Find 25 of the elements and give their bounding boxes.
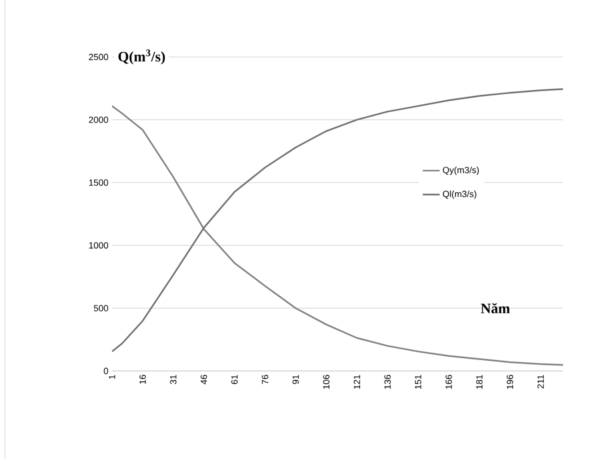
x-axis-title: Năm (480, 303, 510, 314)
x-tick-label: 91 (292, 374, 299, 384)
x-tick-label: 106 (323, 374, 330, 389)
x-tick-label: 211 (537, 374, 544, 388)
y-tick-label: 1500 (89, 179, 108, 186)
legend-label: Qy(m3/s) (442, 166, 479, 175)
text: Q(m$^{3}$/s) (118, 50, 165, 64)
y-tick-label: 0 (104, 368, 108, 374)
y-tick-label: 1000 (89, 242, 108, 249)
x-tick-label: 181 (476, 374, 483, 389)
x-tick-label: 166 (446, 374, 452, 389)
x-tick-label: 136 (384, 374, 391, 389)
x-tick-label: 16 (139, 374, 146, 384)
x-tick-label: 121 (354, 374, 360, 389)
y-tick-label: 2000 (88, 116, 108, 123)
x-tick-label: 76 (262, 374, 268, 384)
y-tick-label: 2500 (88, 54, 108, 60)
x-tick-label: 31 (170, 374, 176, 384)
x-tick-label: 151 (414, 374, 422, 389)
x-tick-label: 1 (108, 374, 116, 379)
legend-label: Ql(m3/s) (442, 190, 476, 199)
x-tick-label: 46 (200, 374, 208, 384)
x-tick-label: 196 (506, 374, 514, 389)
y-tick-label: 500 (94, 305, 108, 312)
x-tick-label: 61 (231, 374, 238, 384)
